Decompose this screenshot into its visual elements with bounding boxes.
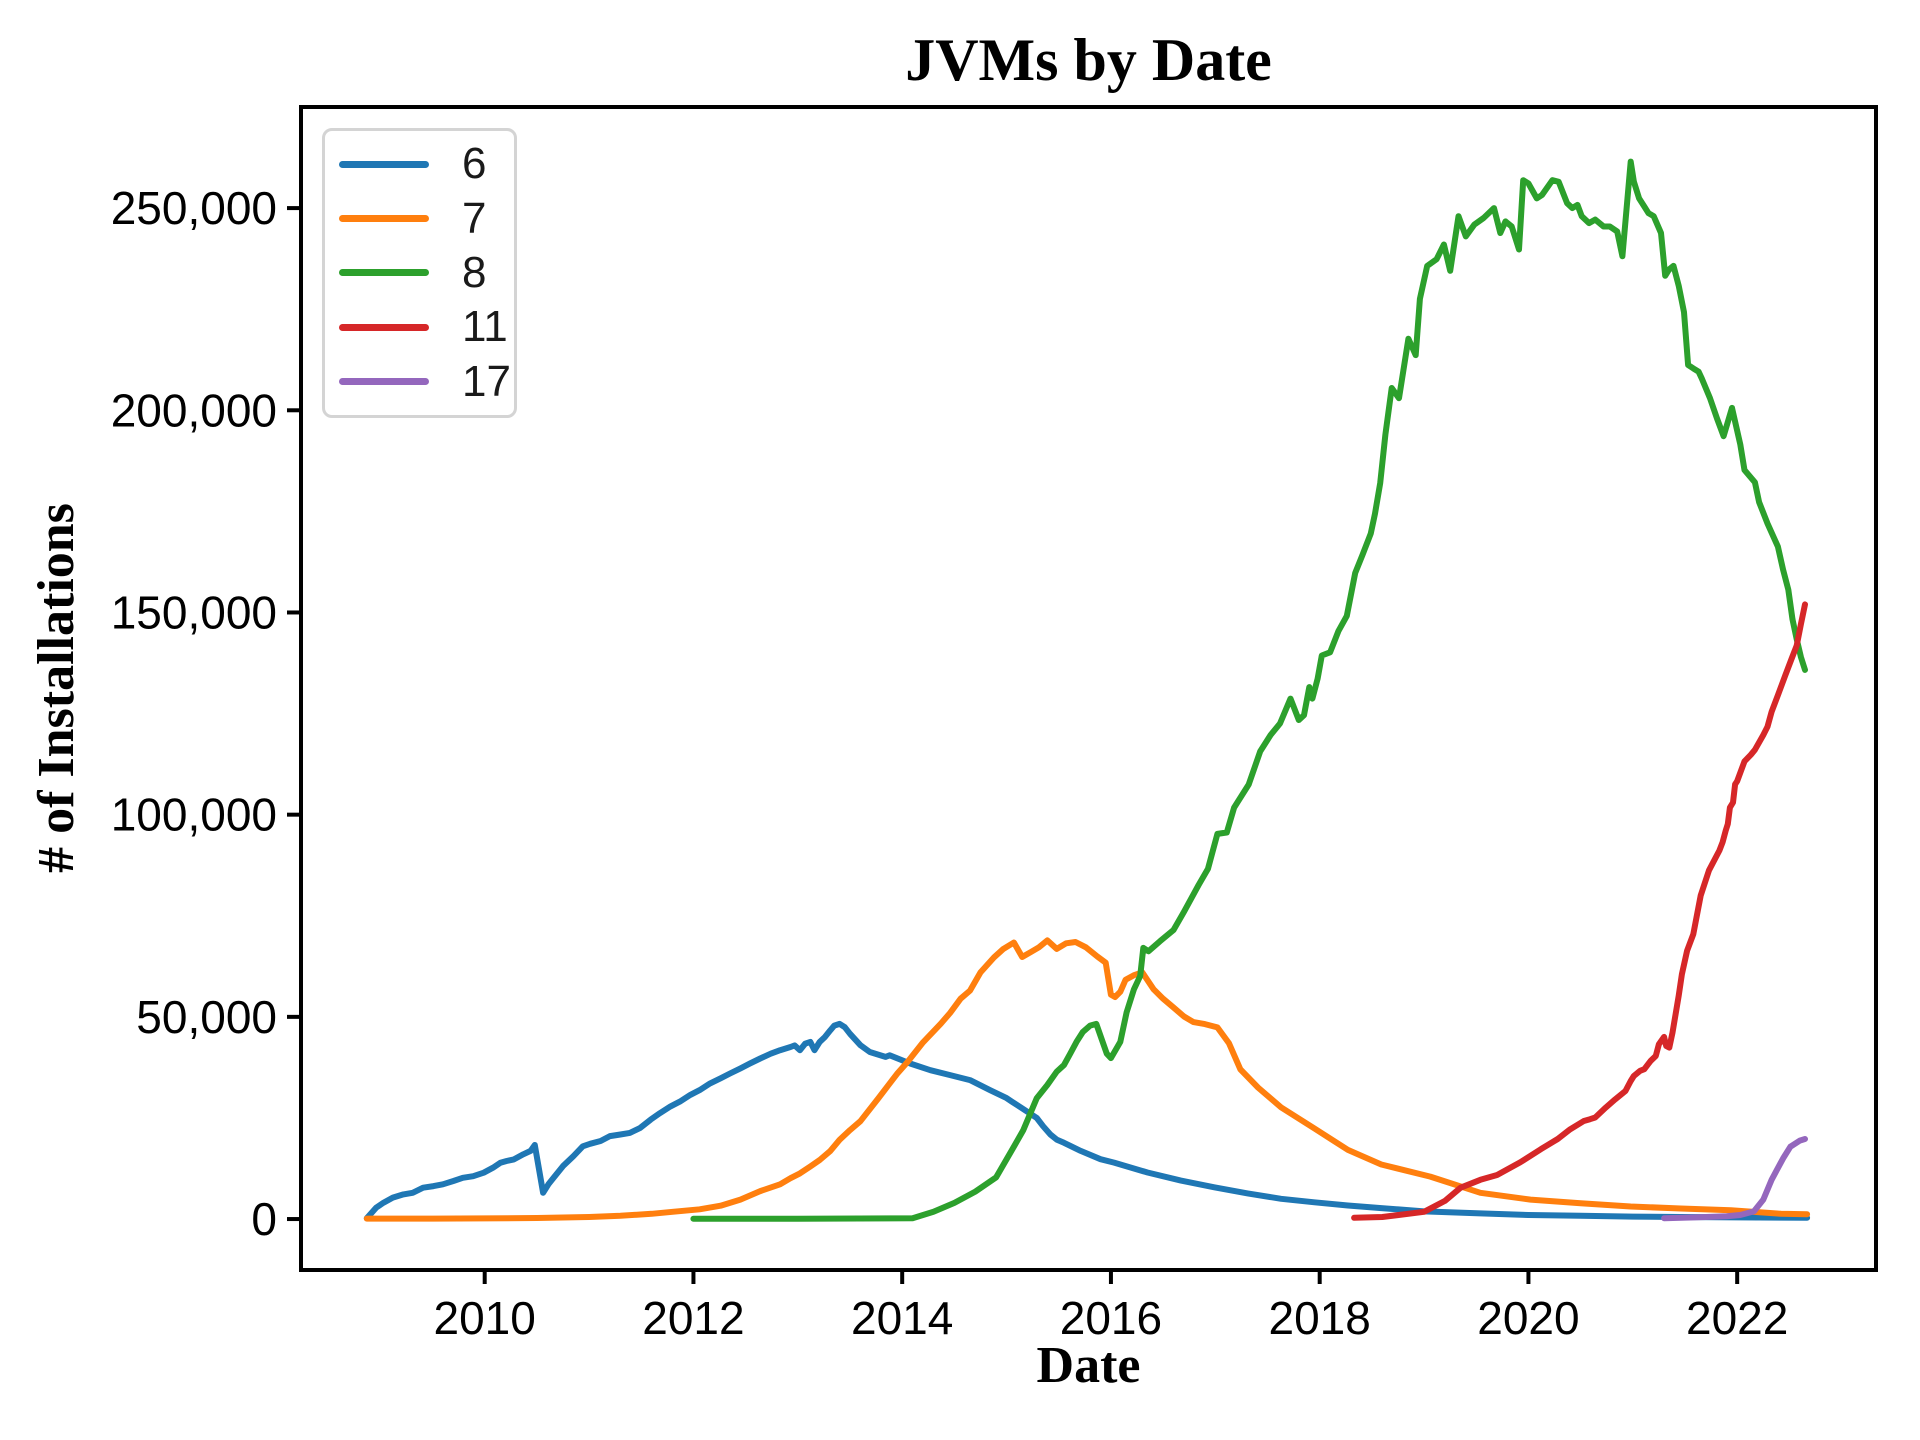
legend-label-6: 6 — [462, 139, 487, 189]
legend-item-6: 6 — [325, 138, 514, 190]
legend-swatch-6 — [339, 160, 429, 168]
legend-label-8: 8 — [462, 247, 487, 297]
series-line-6 — [363, 1020, 1811, 1222]
series-line-17 — [1661, 1136, 1808, 1222]
legend-label-17: 17 — [462, 356, 511, 406]
y-tick-label: 100,000 — [111, 789, 277, 841]
legend-item-17: 17 — [325, 356, 514, 408]
series-line-7 — [363, 937, 1811, 1222]
legend-swatch-11 — [339, 323, 429, 331]
y-tick-label: 50,000 — [136, 991, 277, 1043]
series-line-8 — [690, 158, 1808, 1222]
legend-item-11: 11 — [325, 301, 514, 353]
y-tick-label: 150,000 — [111, 586, 277, 638]
plot-border — [299, 105, 1878, 1272]
legend-label-7: 7 — [462, 193, 487, 243]
x-tick-label: 2016 — [1060, 1292, 1162, 1344]
y-tick-label: 250,000 — [111, 182, 277, 234]
series-line-11 — [1351, 601, 1808, 1221]
legend-item-7: 7 — [325, 193, 514, 245]
x-tick-label: 2014 — [851, 1292, 953, 1344]
legend-item-8: 8 — [325, 247, 514, 299]
y-tick-label: 200,000 — [111, 384, 277, 436]
x-tick-label: 2022 — [1686, 1292, 1788, 1344]
x-axis-label: Date — [1036, 1337, 1141, 1394]
y-axis-label: # of Installations — [28, 503, 85, 873]
x-tick-label: 2018 — [1269, 1292, 1371, 1344]
x-tick-label: 2010 — [434, 1292, 536, 1344]
x-tick-label: 2020 — [1477, 1292, 1579, 1344]
legend-swatch-17 — [339, 378, 429, 386]
chart-title: JVMs by Date — [905, 27, 1272, 93]
y-tick-label: 0 — [251, 1193, 277, 1245]
legend-swatch-7 — [339, 215, 429, 223]
legend: 6 7 8 11 17 — [322, 128, 517, 418]
legend-swatch-8 — [339, 269, 429, 277]
legend-label-11: 11 — [462, 302, 508, 352]
x-tick-label: 2012 — [642, 1292, 744, 1344]
